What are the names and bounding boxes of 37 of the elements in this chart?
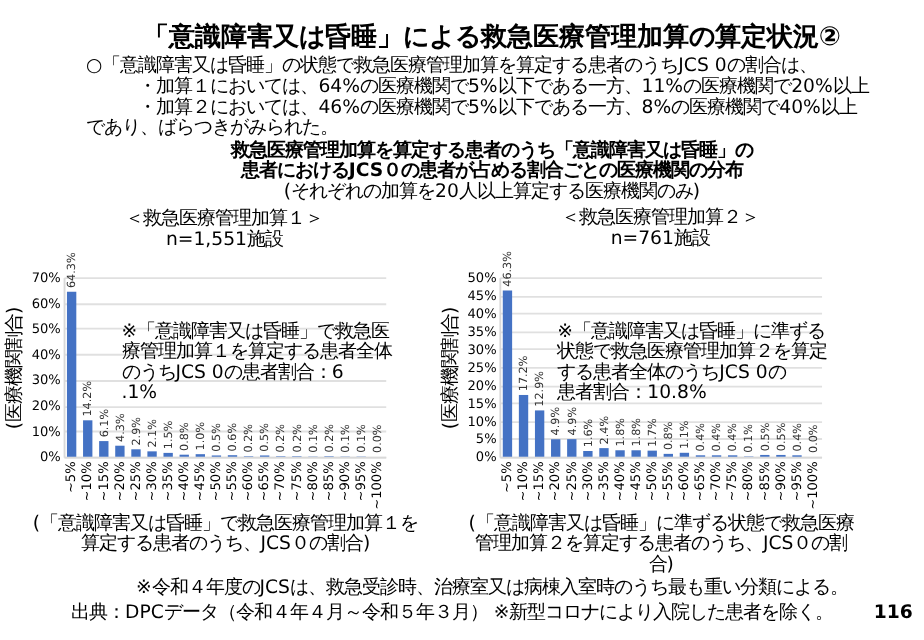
bar xyxy=(131,449,141,457)
y-axis-title: (医療機関割合) xyxy=(440,306,463,430)
bar xyxy=(147,451,157,457)
annotation: ※「意識障害又は昏睡」に準ずる状態で救急医療管理加算２を算定する患者全体のうちJCS 0の患者割合：10.8% xyxy=(555,320,828,405)
bar xyxy=(66,291,77,457)
bar xyxy=(518,394,529,457)
text: ・加算２においては、46%の医療機関で5%以下である一方、8%の医療機関で40%以上 xyxy=(138,96,857,119)
y-axis-title: (医療機関割合) xyxy=(4,306,27,430)
x-axis-title: (「意識障害又は昏睡」に準ずる状態で救急医療管理加算２を算定する患者のうち、JCS０の割合) xyxy=(468,512,854,576)
bar xyxy=(534,410,545,457)
bar xyxy=(99,441,109,457)
bar xyxy=(647,450,657,457)
text: 「意識障害又は昏睡」による救急医療管理加算の算定状況② xyxy=(142,21,842,54)
bar xyxy=(551,439,561,457)
text: 救急医療管理加算を算定する患者のうち「意識障害又は昏睡」の xyxy=(228,139,753,162)
x-axis-title: (「意識障害又は昏睡」で救急医療管理加算１を算定する患者のうち、JCS０の割合) xyxy=(32,512,419,556)
chart-subtitle: n=761施設 xyxy=(610,227,710,250)
text: ・加算１においては、64%の医療機関で5%以下である一方、11%の医療機関で20%以上 xyxy=(138,76,869,98)
bar xyxy=(583,450,593,457)
bar xyxy=(615,450,625,457)
text: ○「意識障害又は昏睡」の状態で救急医療管理加算を算定する患者のうちJCS 0の割合は、 xyxy=(86,55,817,78)
chart-title: ＜救急医療管理加算１＞ xyxy=(125,208,324,231)
bar xyxy=(115,445,125,457)
bar xyxy=(631,450,641,457)
chart-subtitle: n=1,551施設 xyxy=(165,228,283,251)
text: (それぞれの加算を20人以上算定する医療機関のみ) xyxy=(283,180,701,203)
bar xyxy=(567,439,577,457)
bar xyxy=(83,420,93,457)
text: であり、ばらつきがみられた。 xyxy=(86,117,339,140)
bar xyxy=(599,448,609,457)
source-note: 出典：DPCデータ（令和４年４月～令和５年３月） ※新型コロナにより入院した患者を除く。 xyxy=(71,601,834,624)
text: 患者におけるJCS０の患者が占める割合ごとの医療機関の分布 xyxy=(238,160,744,183)
annotation: ※「意識障害又は昏睡」で救急医療管理加算１を算定する患者全体のうちJCS 0の患者割合：6.1% xyxy=(121,320,392,405)
bar xyxy=(502,290,513,457)
text: ※令和４年度のJCSは、救急受診時、治療室又は病棟入室時のうち最も重い分類による。 xyxy=(135,577,848,600)
text: 116 xyxy=(873,601,913,624)
chart-title: ＜救急医療管理加算２＞ xyxy=(561,207,760,230)
